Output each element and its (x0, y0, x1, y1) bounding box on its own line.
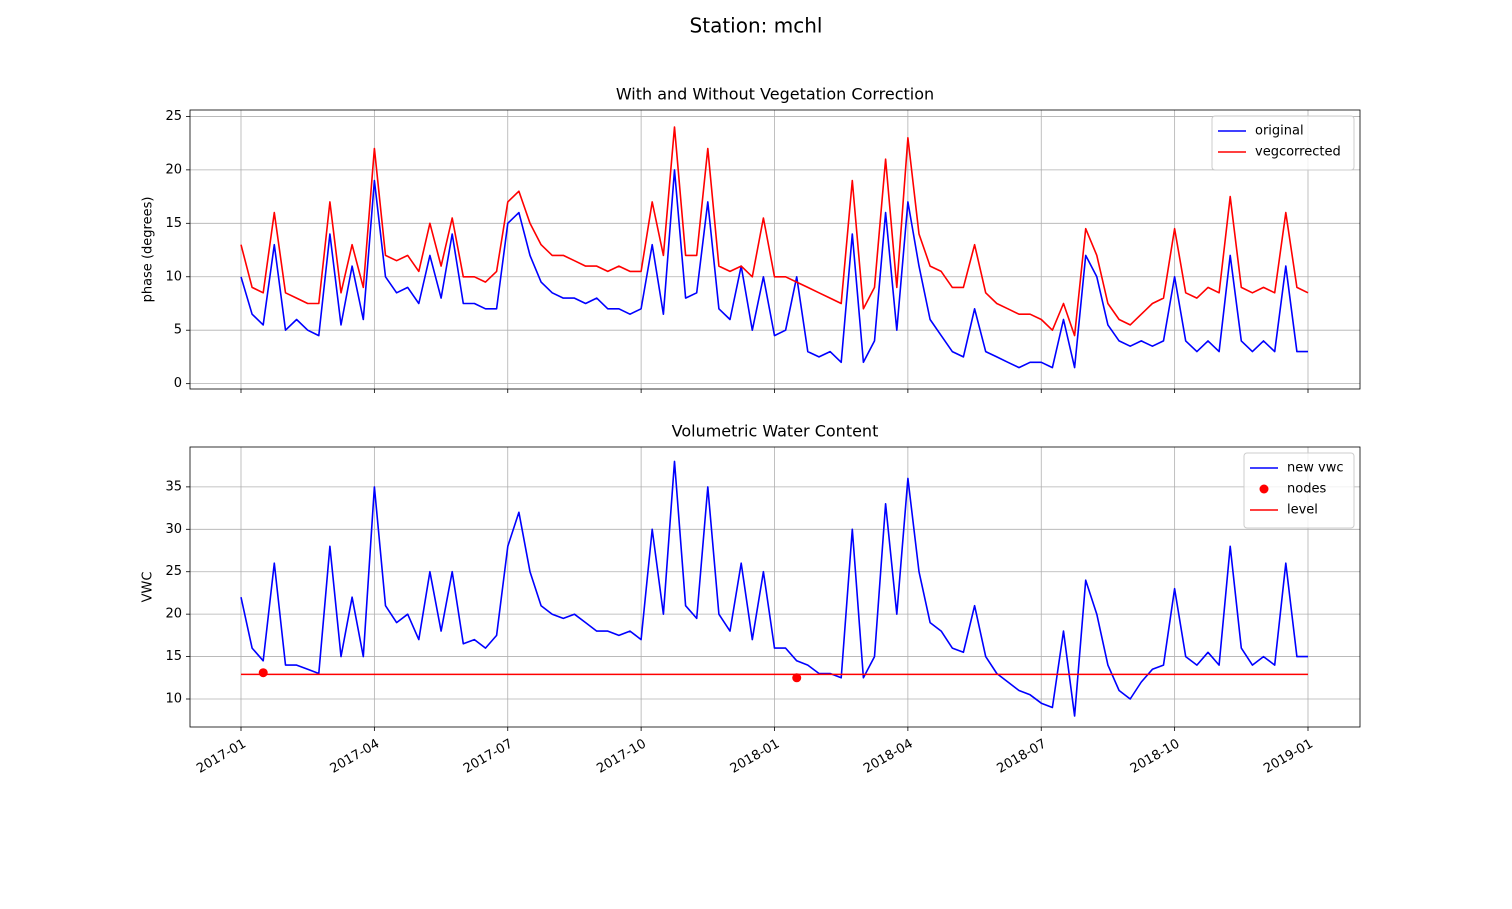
y-tick-label: 25 (165, 109, 182, 124)
y-tick-label: 25 (165, 564, 182, 579)
y-tick-label: 0 (174, 376, 182, 391)
legend-marker (1259, 484, 1269, 494)
axes-frame (189, 446, 1361, 728)
legend-label: level (1287, 503, 1318, 518)
y-axis-label: phase (degrees) (141, 197, 156, 303)
legend-label: vegcorrected (1255, 145, 1341, 160)
axes-frame (189, 109, 1361, 390)
y-tick-label: 5 (174, 323, 182, 338)
y-tick-label: 30 (165, 522, 182, 537)
y-tick-label: 15 (165, 216, 182, 231)
y-tick-label: 20 (165, 607, 182, 622)
axes-title: With and Without Vegetation Correction (616, 85, 934, 104)
node-point (792, 673, 802, 683)
series-line (240, 126, 1309, 337)
legend-label: original (1255, 124, 1304, 139)
y-tick-label: 35 (165, 479, 182, 494)
y-tick-label: 15 (165, 649, 182, 664)
series-line (240, 460, 1308, 717)
legend-label: nodes (1287, 482, 1326, 497)
axes-title: Volumetric Water Content (672, 422, 879, 441)
y-tick-label: 20 (165, 162, 182, 177)
y-tick-label: 10 (165, 692, 182, 707)
y-tick-label: 10 (165, 269, 182, 284)
series-line (240, 169, 1308, 369)
legend-label: new vwc (1287, 461, 1343, 476)
legend-box (1211, 115, 1355, 171)
node-point (258, 668, 268, 678)
figure-title: Station: mchl (690, 14, 823, 38)
y-axis-label: VWC (141, 572, 156, 603)
